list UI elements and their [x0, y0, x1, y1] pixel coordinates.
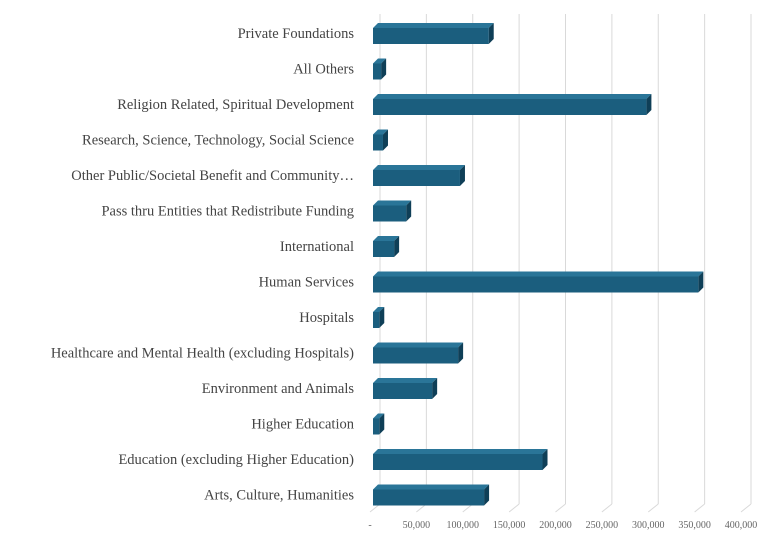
bar-top [373, 342, 464, 348]
bar-side [646, 94, 652, 115]
bar-side [458, 342, 464, 364]
bar-side [379, 307, 385, 328]
gridline-floor [694, 503, 705, 513]
category-label: Human Services [259, 275, 355, 291]
bar [373, 454, 543, 470]
x-tick-label: 150,000 [493, 520, 526, 531]
bar-top [373, 307, 385, 312]
category-label: Arts, Culture, Humanities [204, 488, 354, 504]
gridline-floor [647, 503, 659, 513]
x-tick-label: 300,000 [632, 520, 665, 531]
gridline-floor [740, 503, 752, 513]
bar-top [373, 378, 438, 383]
bar-side [394, 236, 400, 257]
x-tick-label: 350,000 [678, 520, 711, 531]
bar-side [432, 378, 438, 399]
bar-top [373, 413, 385, 419]
bar [373, 312, 380, 328]
x-tick-label: 250,000 [586, 520, 619, 531]
bar [373, 63, 382, 80]
bar [373, 241, 395, 257]
bar-top [373, 236, 400, 241]
category-label: All Others [293, 62, 354, 78]
gridline-floor [508, 503, 520, 513]
bar [373, 170, 460, 186]
bar [373, 383, 433, 399]
bar-side [382, 129, 388, 151]
category-label: Private Foundations [238, 26, 355, 42]
bar-side [698, 271, 704, 293]
category-label: Pass thru Entities that Redistribute Fun… [101, 204, 354, 220]
category-label: Environment and Animals [202, 381, 355, 397]
category-label: Hospitals [299, 310, 354, 326]
bar-top [373, 129, 388, 135]
bar-top [373, 94, 652, 99]
bar [373, 347, 459, 364]
category-label: Healthcare and Mental Health (excluding … [51, 346, 354, 362]
bar [373, 134, 383, 151]
category-label: Religion Related, Spiritual Development [117, 97, 354, 113]
x-tick-label: 100,000 [447, 520, 480, 531]
bar [373, 276, 699, 293]
bar-side [459, 165, 465, 186]
bar-side [406, 200, 412, 222]
bar-side [379, 413, 385, 435]
x-tick-label: 400,000 [725, 520, 758, 531]
gridline-floor [601, 503, 613, 513]
bar-top [373, 23, 494, 28]
category-label: Research, Science, Technology, Social Sc… [82, 133, 354, 149]
x-tick-label: 200,000 [539, 520, 572, 531]
bar-top [373, 58, 387, 64]
bar-top [373, 271, 704, 277]
bar-top [373, 165, 465, 170]
category-label: Education (excluding Higher Education) [118, 452, 354, 468]
bar-side [488, 23, 494, 44]
x-tick-label: 50,000 [403, 520, 431, 531]
gridline-floor [555, 503, 566, 513]
bar-top [373, 484, 490, 490]
category-label: Higher Education [251, 417, 354, 433]
bar-side [381, 58, 387, 80]
bar-top [373, 200, 412, 206]
bar [373, 418, 380, 435]
x-tick-label: - [368, 520, 371, 531]
bar-side [542, 449, 548, 470]
category-label: International [280, 239, 354, 255]
bar-top [373, 449, 548, 454]
bar-side [484, 484, 490, 506]
bar [373, 99, 647, 115]
bar [373, 28, 489, 44]
category-label: Other Public/Societal Benefit and Commun… [71, 168, 354, 184]
bar [373, 205, 407, 222]
bar [373, 489, 485, 506]
